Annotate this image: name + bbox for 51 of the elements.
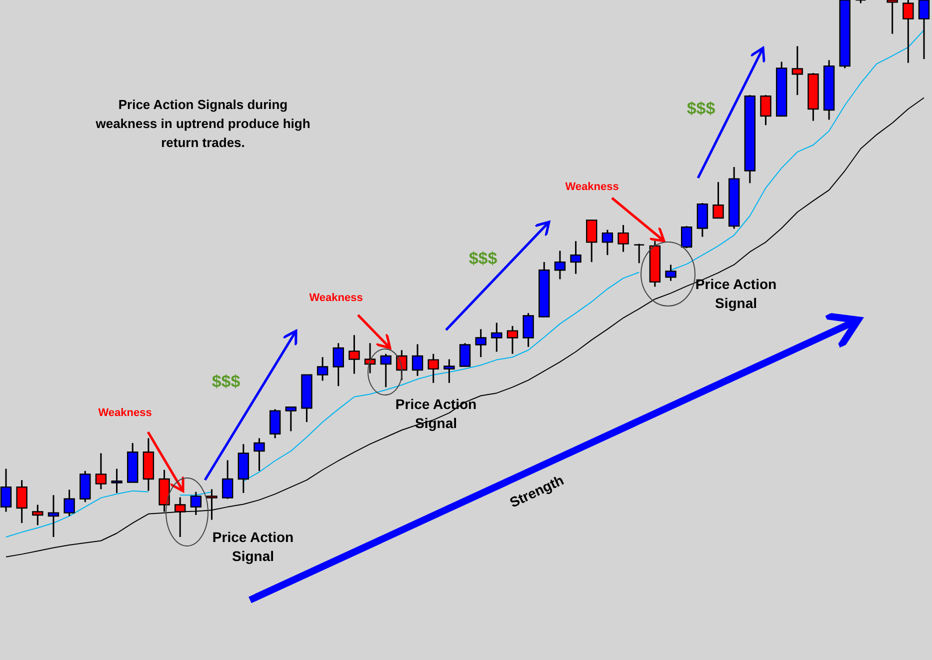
candlestick (285, 406, 296, 432)
candlestick (634, 243, 645, 264)
candlestick (174, 496, 186, 538)
candlestick (570, 240, 582, 275)
candlestick (459, 342, 471, 368)
candlestick (64, 488, 75, 517)
annotation: Price Action Signal (212, 529, 294, 564)
candlestick (680, 225, 692, 249)
candlestick (918, 0, 930, 60)
candlestick (855, 0, 866, 4)
annotation: Weakness (309, 292, 363, 304)
candlestick (444, 358, 455, 384)
annotation: Price Action Signal (695, 276, 777, 311)
candlestick (602, 229, 614, 256)
annotation: Weakness (98, 407, 152, 419)
annotation: $$$ (468, 249, 498, 268)
candlestick (428, 353, 439, 384)
candlestick (506, 325, 518, 355)
candlestick (475, 328, 486, 358)
candlestick (792, 45, 803, 96)
candlestick (886, 0, 898, 35)
candlestick (111, 468, 122, 494)
candlestick (32, 504, 44, 526)
candlestick (554, 250, 566, 280)
candlestick (95, 452, 107, 490)
annotation: Price Action Signals during weakness in uptrend produce high return trades. (94, 97, 310, 150)
annotation: Weakness (565, 181, 619, 193)
candlestick (364, 342, 376, 374)
candlestick (522, 312, 534, 348)
candlestick (586, 219, 598, 263)
candlestick (902, 0, 914, 64)
candlestick (48, 494, 60, 538)
candlestick (269, 408, 281, 439)
annotation: $$$ (686, 99, 716, 118)
candlestick (190, 491, 202, 516)
candlestick (316, 356, 328, 382)
candlestick (491, 322, 502, 352)
candlestick (206, 488, 218, 521)
candlestick (760, 94, 772, 126)
candlestick (254, 437, 265, 472)
candlestick (0, 468, 12, 513)
candlestick (665, 264, 676, 282)
annotation: $$$ (212, 372, 241, 391)
candlestick (380, 353, 392, 388)
candlestick (332, 342, 344, 387)
candlestick (712, 181, 724, 219)
candlestick (222, 459, 234, 500)
candlestick (618, 224, 629, 253)
candlestick (348, 334, 360, 374)
candlestick (412, 343, 424, 377)
candlestick (16, 479, 28, 524)
